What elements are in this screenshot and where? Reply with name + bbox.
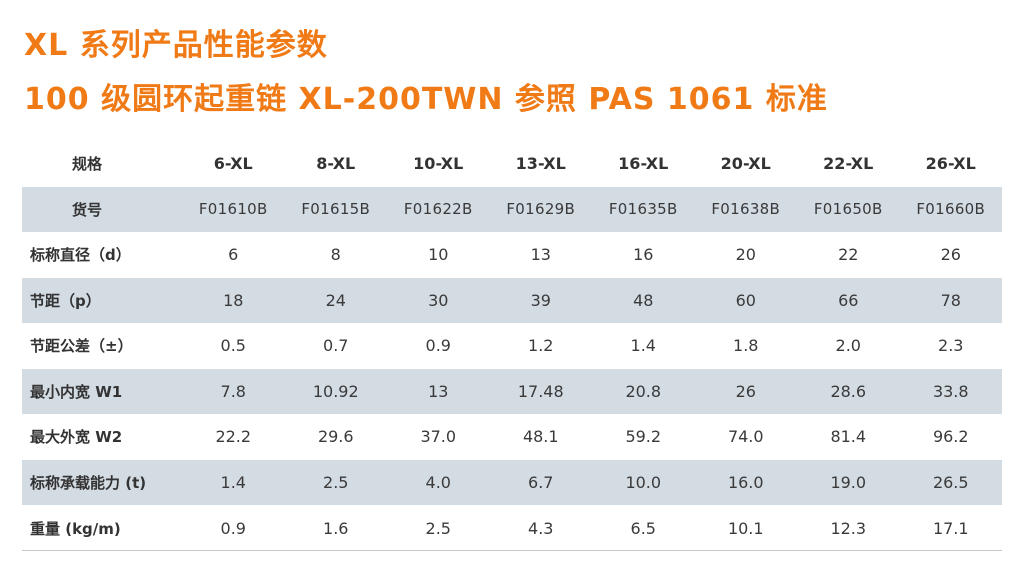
table-cell: 81.4: [797, 413, 900, 460]
table-cell: 0.9: [387, 322, 490, 369]
row-label: 标称承载能力 (t): [22, 459, 182, 505]
row-label: 货号: [22, 186, 182, 232]
table-cell: 20.8: [592, 368, 695, 414]
table-cell: 29.6: [284, 413, 387, 460]
table-cell: 20: [694, 231, 797, 278]
table-cell: 0.9: [182, 504, 285, 551]
table-row: 节距公差（±） 0.5 0.7 0.9 1.2 1.4 1.8 2.0 2.3: [22, 322, 1002, 369]
table-cell: 7.8: [182, 368, 285, 414]
table-cell: 2.5: [387, 504, 490, 551]
row-label: 重量 (kg/m): [22, 504, 182, 551]
table-cell: 19.0: [797, 459, 900, 505]
table-cell: F01610B: [182, 186, 285, 232]
table-cell: 2.0: [797, 322, 900, 369]
table-row: 标称直径（d） 6 8 10 13 16 20 22 26: [22, 231, 1002, 278]
table-cell: 13: [489, 231, 592, 278]
table-cell: 26: [899, 231, 1002, 278]
table-cell: 1.8: [694, 322, 797, 369]
table-cell: 48.1: [489, 413, 592, 460]
table-row: 货号 F01610B F01615B F01622B F01629B F0163…: [22, 186, 1002, 232]
table-cell: 48: [592, 277, 695, 323]
table-cell: 78: [899, 277, 1002, 323]
table-cell: 59.2: [592, 413, 695, 460]
table-cell: 4.0: [387, 459, 490, 505]
table-cell: 22: [797, 231, 900, 278]
table-cell: 6.7: [489, 459, 592, 505]
table-cell: 22.2: [182, 413, 285, 460]
table-cell: F01650B: [797, 186, 900, 232]
table-cell: 16: [592, 231, 695, 278]
table-cell: F01622B: [387, 186, 490, 232]
row-label: 节距公差（±）: [22, 322, 182, 369]
table-cell: 39: [489, 277, 592, 323]
table-cell: 28.6: [797, 368, 900, 414]
table-cell: 1.4: [592, 322, 695, 369]
table-cell: 4.3: [489, 504, 592, 551]
table-cell: 30: [387, 277, 490, 323]
table-row: 标称承载能力 (t) 1.4 2.5 4.0 6.7 10.0 16.0 19.…: [22, 459, 1002, 505]
header-cell: 8-XL: [316, 154, 356, 173]
header-cell: 22-XL: [823, 154, 874, 173]
table-cell: F01629B: [489, 186, 592, 232]
table-cell: 12.3: [797, 504, 900, 551]
table-cell: 0.7: [284, 322, 387, 369]
table-cell: F01615B: [284, 186, 387, 232]
table-cell: 8: [284, 231, 387, 278]
header-cell: 13-XL: [515, 154, 566, 173]
table-cell: 66: [797, 277, 900, 323]
table-row: 重量 (kg/m) 0.9 1.6 2.5 4.3 6.5 10.1 12.3 …: [22, 504, 1002, 551]
header-cell: 10-XL: [413, 154, 464, 173]
title-block: XL 系列产品性能参数 100 级圆环起重链 XL-200TWN 参照 PAS …: [24, 28, 828, 118]
row-label: 最小内宽 W1: [22, 368, 182, 414]
header-cell: 26-XL: [925, 154, 976, 173]
table-cell: 96.2: [899, 413, 1002, 460]
header-cell: 20-XL: [720, 154, 771, 173]
table-cell: 13: [387, 368, 490, 414]
table-cell: 0.5: [182, 322, 285, 369]
table-cell: 10: [387, 231, 490, 278]
page-subtitle: 100 级圆环起重链 XL-200TWN 参照 PAS 1061 标准: [24, 82, 828, 117]
table-cell: 33.8: [899, 368, 1002, 414]
table-cell: 24: [284, 277, 387, 323]
page-title: XL 系列产品性能参数: [24, 28, 328, 63]
table-cell: 6: [182, 231, 285, 278]
table-cell: 10.0: [592, 459, 695, 505]
header-label: 规格: [72, 155, 103, 173]
table-row: 最小内宽 W1 7.8 10.92 13 17.48 20.8 26 28.6 …: [22, 368, 1002, 414]
table-cell: 2.5: [284, 459, 387, 505]
row-label: 最大外宽 W2: [22, 413, 182, 460]
table-row: 最大外宽 W2 22.2 29.6 37.0 48.1 59.2 74.0 81…: [22, 413, 1002, 460]
table-cell: 1.6: [284, 504, 387, 551]
table-cell: 16.0: [694, 459, 797, 505]
table-cell: 6.5: [592, 504, 695, 551]
table-cell: F01660B: [899, 186, 1002, 232]
spec-table: 规格 6-XL 8-XL 10-XL 13-XL 16-XL 20-XL 22-…: [22, 141, 1002, 551]
table-cell: F01635B: [592, 186, 695, 232]
table-header-row: 规格 6-XL 8-XL 10-XL 13-XL 16-XL 20-XL 22-…: [22, 141, 1002, 187]
table-cell: 17.1: [899, 504, 1002, 551]
table-cell: 1.4: [182, 459, 285, 505]
table-cell: 10.92: [284, 368, 387, 414]
table-cell: 17.48: [489, 368, 592, 414]
table-cell: 60: [694, 277, 797, 323]
table-cell: 26: [694, 368, 797, 414]
table-cell: 1.2: [489, 322, 592, 369]
header-cell: 16-XL: [618, 154, 669, 173]
table-cell: 18: [182, 277, 285, 323]
table-cell: F01638B: [694, 186, 797, 232]
table-row: 节距（p） 18 24 30 39 48 60 66 78: [22, 277, 1002, 323]
table-cell: 26.5: [899, 459, 1002, 505]
table-cell: 37.0: [387, 413, 490, 460]
table-bottom-divider: [22, 550, 1002, 551]
table-cell: 74.0: [694, 413, 797, 460]
header-cell: 6-XL: [213, 154, 253, 173]
row-label: 标称直径（d）: [22, 231, 182, 278]
table-cell: 10.1: [694, 504, 797, 551]
table-cell: 2.3: [899, 322, 1002, 369]
row-label: 节距（p）: [22, 277, 182, 323]
